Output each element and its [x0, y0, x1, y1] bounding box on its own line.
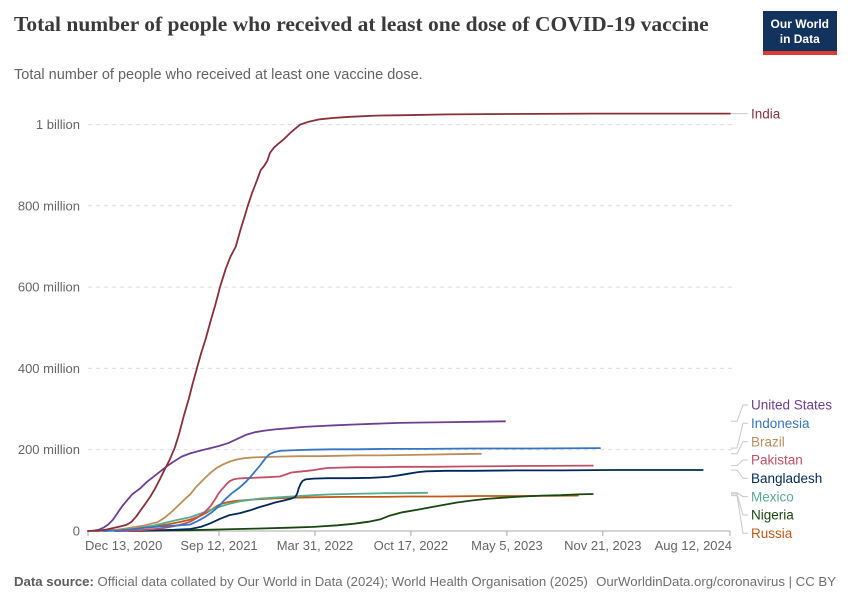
- legend-label-nigeria[interactable]: Nigeria: [751, 508, 794, 523]
- series-line-pakistan[interactable]: [113, 464, 594, 532]
- legend-label-united-states[interactable]: United States: [751, 398, 832, 413]
- legend-connector-indonesia: [731, 422, 748, 449]
- legend-label-india[interactable]: India: [751, 106, 781, 121]
- x-tick-label-dec-13-2020: Dec 13, 2020: [85, 538, 162, 553]
- chart-footer: Data source: Official data collated by O…: [14, 574, 836, 589]
- series-line-indonesia[interactable]: [102, 447, 601, 532]
- series-line-brazil[interactable]: [103, 452, 482, 532]
- legend-connector-russia: [731, 495, 748, 534]
- legend-label-indonesia[interactable]: Indonesia: [751, 416, 810, 431]
- legend-label-brazil[interactable]: Brazil: [751, 434, 785, 449]
- x-tick-label-may-5-2023: May 5, 2023: [471, 538, 543, 553]
- owid-logo: Our World in Data: [762, 11, 837, 56]
- legend-label-pakistan[interactable]: Pakistan: [751, 453, 803, 468]
- owid-logo-line1: Our World: [770, 17, 829, 31]
- legend-label-russia[interactable]: Russia: [751, 526, 793, 541]
- owid-link-text[interactable]: OurWorldinData.org/coronavirus | CC BY: [596, 574, 836, 589]
- chart-subtitle: Total number of people who received at l…: [14, 67, 423, 83]
- series-line-india[interactable]: [87, 112, 731, 532]
- data-source-text: Data source: Official data collated by O…: [14, 574, 588, 589]
- y-tick-label-600-million: 600 million: [18, 280, 80, 295]
- series-line-mexico[interactable]: [92, 491, 429, 532]
- y-tick-label-1-billion: 1 billion: [36, 117, 80, 132]
- legend-connector-nigeria: [731, 493, 748, 516]
- y-tick-label-200-million: 200 million: [18, 442, 80, 457]
- chart-title: Total number of people who received at l…: [14, 12, 709, 36]
- x-tick-label-oct-17-2022: Oct 17, 2022: [374, 538, 448, 553]
- data-source-label: Data source:: [14, 574, 94, 589]
- legend-connector-mexico: [731, 492, 748, 498]
- y-tick-label-800-million: 800 million: [18, 198, 80, 213]
- series-line-bangladesh[interactable]: [114, 469, 704, 532]
- x-tick-label-mar-31-2022: Mar 31, 2022: [277, 538, 354, 553]
- legend-label-mexico[interactable]: Mexico: [751, 489, 794, 504]
- y-tick-label-0: 0: [73, 524, 80, 539]
- owid-logo-line2: in Data: [779, 31, 820, 46]
- series-line-united-states[interactable]: [87, 420, 506, 532]
- legend-connector-brazil: [731, 441, 748, 455]
- legend-connector-united-states: [731, 404, 748, 422]
- x-tick-label-nov-21-2023: Nov 21, 2023: [564, 538, 641, 553]
- x-tick-label-aug-12-2024: Aug 12, 2024: [655, 538, 732, 553]
- chart-canvas: 0 200 million 400 million 600 million 800 mi…: [18, 106, 832, 553]
- legend-connector-bangladesh: [731, 469, 748, 479]
- series-line-nigeria[interactable]: [127, 493, 594, 532]
- y-tick-label-400-million: 400 million: [18, 361, 80, 376]
- legend-label-bangladesh[interactable]: Bangladesh: [751, 471, 822, 486]
- x-tick-label-sep-12-2021: Sep 12, 2021: [180, 538, 257, 553]
- legend-connector-pakistan: [731, 459, 748, 467]
